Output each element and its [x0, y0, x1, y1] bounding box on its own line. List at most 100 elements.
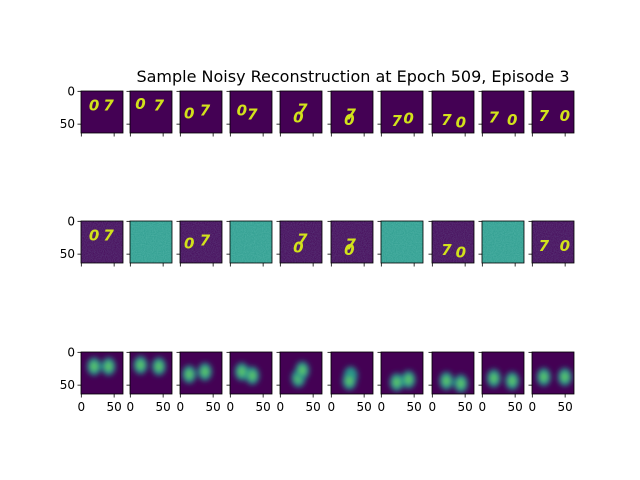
chart-title: Sample Noisy Reconstruction at Epoch 509…: [136, 67, 569, 86]
x-tick-label: 50: [107, 400, 122, 414]
panel-frame: [531, 90, 575, 134]
digit-glyph: 0: [184, 234, 194, 252]
frame-background: [230, 91, 272, 133]
panel-r3-c9: 0 50: [478, 351, 525, 414]
panel-frame: [229, 220, 273, 264]
reconstruction-blobs: [87, 357, 116, 376]
panel-frame: [531, 351, 575, 395]
panel-frame: [279, 90, 323, 134]
frame-background: [432, 352, 474, 394]
digit-glyph: 7: [392, 112, 403, 130]
y-tick-label: 0: [67, 214, 75, 228]
panel-r2-c7: [377, 220, 424, 267]
x-tick-label: 0: [429, 400, 437, 414]
panel-frame: [330, 220, 374, 264]
frame-background: [381, 91, 423, 133]
digit-glyph: 7: [297, 230, 308, 248]
x-tick-label: 0: [529, 400, 537, 414]
digit-glyph: 0: [135, 95, 145, 113]
digit-glyph: 7: [200, 232, 211, 250]
panel-frame: [481, 351, 525, 395]
panel-frame: [279, 351, 323, 395]
panel-frame: [431, 220, 475, 264]
digit-glyph: 7: [539, 237, 550, 255]
reconstruction-blobs: [536, 367, 572, 386]
reconstruction-blobs: [133, 356, 166, 376]
digit-glyph: 0: [89, 226, 99, 244]
frame-background: [130, 91, 172, 133]
digit-glyph: 0: [184, 104, 194, 122]
digit-glyph: 0: [507, 111, 517, 129]
panel-frame: [129, 90, 173, 134]
x-tick-label: 50: [508, 400, 523, 414]
digit-glyph: 7: [297, 100, 308, 118]
panel-r2-c9: [478, 220, 525, 267]
reconstruction-blobs: [291, 361, 310, 388]
digit-glyph: 7: [489, 108, 500, 126]
panel-r2-c5: 07: [276, 220, 323, 267]
digit-glyph: 7: [103, 226, 114, 244]
y-tick-label: 50: [60, 247, 75, 261]
x-tick-label: 0: [328, 400, 336, 414]
panel-r3-c2: 0 50: [126, 351, 173, 414]
y-tick-label: 50: [60, 117, 75, 131]
x-tick-label: 0: [127, 400, 135, 414]
digit-glyph: 7: [441, 241, 452, 259]
frame-background: [331, 91, 373, 133]
panel-frame: [229, 90, 273, 134]
digit-glyph: 0: [403, 110, 413, 128]
y-tick-label: 0: [67, 84, 75, 98]
digit-glyph: 0: [89, 96, 99, 114]
panel-frame: [179, 90, 223, 134]
x-tick-label: 0: [227, 400, 235, 414]
panel-r3-c7: 0 50: [377, 351, 424, 414]
panel-frame: [179, 220, 223, 264]
x-tick-label: 0: [277, 400, 285, 414]
digit-glyph: 0: [560, 107, 570, 125]
y-tick-label: 50: [60, 378, 75, 392]
reconstruction-blobs: [389, 370, 416, 392]
panel-frame: [380, 90, 424, 134]
panel-frame: [380, 220, 424, 264]
digit-glyph: 7: [345, 236, 356, 254]
digit-glyph: 7: [103, 96, 114, 114]
x-tick-label: 50: [357, 400, 372, 414]
panel-r3-c8: 0 50: [428, 351, 475, 414]
x-tick-label: 0: [479, 400, 487, 414]
panel-frame: [481, 90, 525, 134]
panel-frame: [481, 220, 525, 264]
panel-frame: [80, 220, 124, 264]
digit-glyph: 0: [456, 244, 466, 262]
x-tick-label: 50: [407, 400, 422, 414]
digit-glyph: 0: [237, 102, 247, 120]
frame-background: [81, 91, 123, 133]
panel-r3-c10: 0 50: [528, 351, 575, 414]
digit-glyph: 0: [293, 108, 303, 126]
panel-frame: [431, 90, 475, 134]
x-tick-label: 50: [458, 400, 473, 414]
panel-r3-c4: 0 50: [226, 351, 273, 414]
frame-background: [482, 91, 524, 133]
reconstruction-blobs: [342, 366, 358, 390]
frame-background: [81, 352, 123, 394]
reconstruction-blobs: [486, 369, 520, 390]
reconstruction-blobs: [234, 362, 260, 385]
panel-r1-c5: 07: [276, 90, 323, 137]
x-tick-label: 50: [256, 400, 271, 414]
reconstruction-blobs: [182, 362, 212, 384]
panel-frame: [179, 351, 223, 395]
y-tick-label: 0: [67, 345, 75, 359]
panel-r2-c4: [226, 220, 273, 267]
panel-frame: [129, 220, 173, 264]
x-tick-label: 50: [206, 400, 221, 414]
x-tick-label: 50: [156, 400, 171, 414]
